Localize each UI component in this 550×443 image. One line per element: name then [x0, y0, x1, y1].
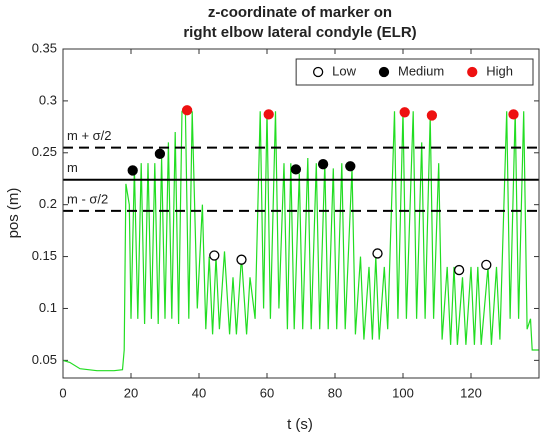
chart-title-line1: z-coordinate of marker on: [208, 4, 392, 21]
legend-marker: [378, 66, 390, 78]
plot-frame: [62, 48, 540, 379]
scatter-point: [181, 105, 193, 116]
y-tick-label: 0.25: [32, 144, 57, 159]
y-tick-label: 0.1: [39, 300, 57, 315]
scatter-point: [154, 148, 166, 159]
y-tick-label: 0.3: [39, 92, 57, 107]
y-tick-label: 0.05: [32, 352, 57, 367]
scatter-point: [508, 109, 519, 120]
scatter-point: [426, 110, 438, 121]
y-tick-label: 0.15: [32, 248, 57, 263]
scatter-point: [481, 259, 492, 271]
scatter-point: [290, 164, 302, 175]
x-tick-label: 0: [59, 385, 66, 400]
scatter-point: [317, 159, 329, 170]
scatter-point: [345, 161, 356, 172]
x-tick-label: 120: [460, 385, 482, 400]
scatter-point: [236, 254, 247, 265]
signal-line: [62, 110, 539, 372]
x-tick-label: 80: [328, 385, 342, 400]
y-tick-label: 0.35: [32, 40, 57, 55]
legend-marker: [312, 66, 324, 78]
x-tick-label: 40: [192, 385, 206, 400]
x-tick-label: 20: [124, 385, 138, 400]
legend-label: Low: [332, 63, 356, 78]
y-tick-label: 0.2: [39, 196, 57, 211]
scatter-point: [127, 165, 138, 176]
scatter-point: [372, 248, 383, 259]
x-tick-label: 100: [392, 385, 414, 400]
legend-box: [295, 58, 534, 86]
scatter-point: [263, 109, 274, 120]
x-tick-label: 60: [260, 385, 274, 400]
scatter-point: [453, 264, 465, 276]
reference-label: m + σ/2: [67, 128, 112, 143]
reference-label: m - σ/2: [67, 191, 108, 206]
legend-label: Medium: [398, 63, 444, 78]
scatter-point: [209, 250, 220, 261]
reference-label: m: [67, 160, 78, 175]
scatter-point: [399, 107, 410, 118]
x-axis-label: t (s): [287, 416, 313, 433]
y-axis-label: pos (m): [5, 188, 22, 239]
legend-label: High: [486, 63, 513, 78]
chart-title-line2: right elbow lateral condyle (ELR): [183, 24, 416, 41]
legend-marker: [467, 66, 478, 78]
